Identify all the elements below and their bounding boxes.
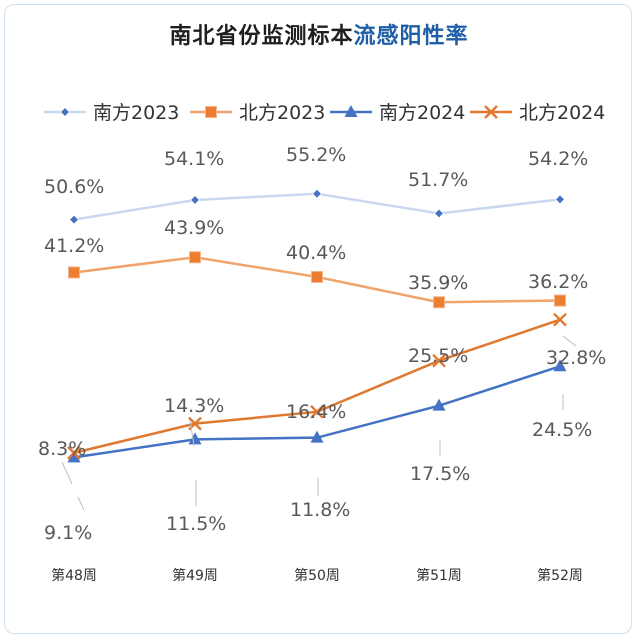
data-label-3-3: 25.5%: [408, 345, 468, 367]
legend-marker-2: [344, 105, 358, 117]
x-tick-label-3: 第51周: [416, 567, 462, 584]
series-3-point-4: [553, 312, 567, 327]
series-0-point-1: [189, 194, 201, 206]
x-tick-label-4: 第52周: [537, 567, 583, 584]
data-label-2-2: 11.8%: [290, 499, 350, 521]
series-0-point-0: [68, 214, 80, 225]
series-1-point-1: [189, 251, 201, 264]
series-2-point-1: [188, 432, 202, 445]
series-1-point-0: [68, 266, 80, 279]
legend-marker-0: [59, 106, 71, 118]
x-tick-label-2: 第50周: [294, 567, 340, 584]
series-3-point-2: [310, 404, 324, 419]
legend-label-0: 南方2023: [93, 102, 179, 124]
data-label-3-0: 9.1%: [44, 522, 92, 544]
legend-label-3: 北方2024: [519, 102, 605, 124]
series-2-point-4: [553, 359, 567, 372]
data-label-0-2: 55.2%: [286, 144, 346, 166]
series-1-point-4: [554, 294, 566, 307]
data-label-0-0: 50.6%: [44, 176, 104, 198]
data-label-3-2: 16.4%: [286, 401, 346, 423]
legend-label-1: 北方2023: [239, 102, 325, 124]
data-label-1-0: 41.2%: [44, 235, 104, 257]
legend-label-2: 南方2024: [379, 102, 465, 124]
leader-line-0: [61, 461, 73, 485]
data-label-2-3: 17.5%: [410, 463, 470, 485]
series-3-point-0: [67, 446, 81, 460]
data-label-3-4: 32.8%: [546, 347, 606, 369]
data-label-1-4: 36.2%: [528, 271, 588, 293]
series-0-point-3: [433, 208, 445, 219]
legend-marker-3: [484, 105, 498, 119]
series-0-point-2: [311, 188, 323, 199]
chart-title: 南北省份监测标本流感阳性率: [0, 18, 638, 50]
chart-frame: [4, 4, 632, 634]
data-label-1-1: 43.9%: [164, 217, 224, 239]
data-label-0-3: 51.7%: [408, 169, 468, 191]
data-label-0-4: 54.2%: [528, 148, 588, 170]
leader-line-2: [189, 419, 195, 447]
series-3-point-3: [432, 353, 446, 368]
chart-title-highlight: 流感阳性率: [353, 24, 469, 49]
series-1-point-3: [433, 296, 445, 309]
series-1-point-2: [311, 270, 323, 283]
leader-line-7: [562, 335, 577, 347]
data-label-2-1: 11.5%: [166, 513, 226, 535]
x-tick-label-1: 第49周: [172, 567, 218, 584]
data-label-1-2: 40.4%: [286, 242, 346, 264]
data-label-2-4: 24.5%: [532, 419, 592, 441]
data-label-1-3: 35.9%: [408, 272, 468, 294]
series-2-point-0: [67, 450, 81, 463]
series-0-point-4: [554, 194, 566, 205]
legend-marker-1: [205, 106, 217, 118]
leader-line-1: [77, 496, 85, 511]
data-label-3-1: 14.3%: [164, 395, 224, 417]
data-label-0-1: 54.1%: [164, 148, 224, 170]
series-2-point-3: [432, 398, 446, 411]
series-2-point-2: [310, 430, 324, 443]
chart-title-main: 南北省份监测标本: [169, 24, 354, 49]
x-tick-label-0: 第48周: [51, 567, 97, 584]
data-label-2-0: 8.3%: [38, 438, 86, 460]
